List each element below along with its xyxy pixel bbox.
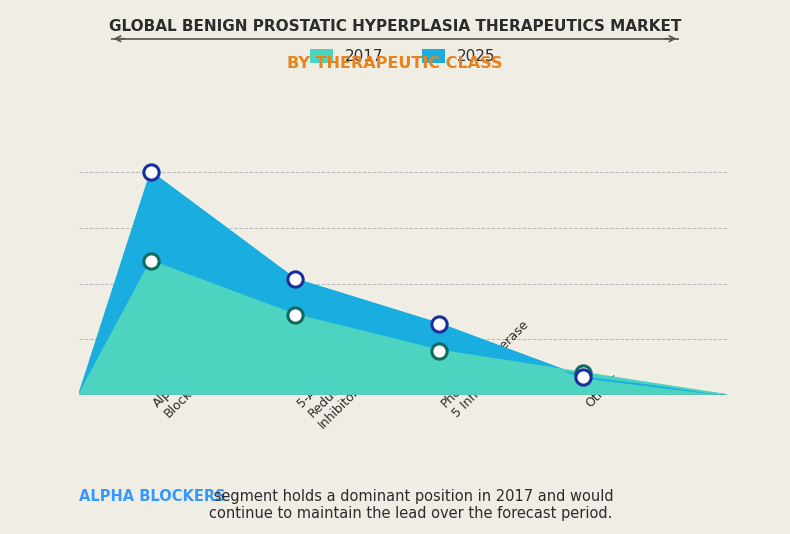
Legend: 2017, 2025: 2017, 2025	[310, 49, 495, 64]
Text: BY THERAPEUTIC CLASS: BY THERAPEUTIC CLASS	[288, 56, 502, 71]
Text: segment holds a dominant position in 2017 and would
continue to maintain the lea: segment holds a dominant position in 201…	[209, 489, 614, 521]
Text: ALPHA BLOCKERS: ALPHA BLOCKERS	[79, 489, 226, 504]
Text: GLOBAL BENIGN PROSTATIC HYPERPLASIA THERAPEUTICS MARKET: GLOBAL BENIGN PROSTATIC HYPERPLASIA THER…	[109, 19, 681, 34]
Polygon shape	[79, 262, 727, 395]
Polygon shape	[79, 172, 727, 395]
